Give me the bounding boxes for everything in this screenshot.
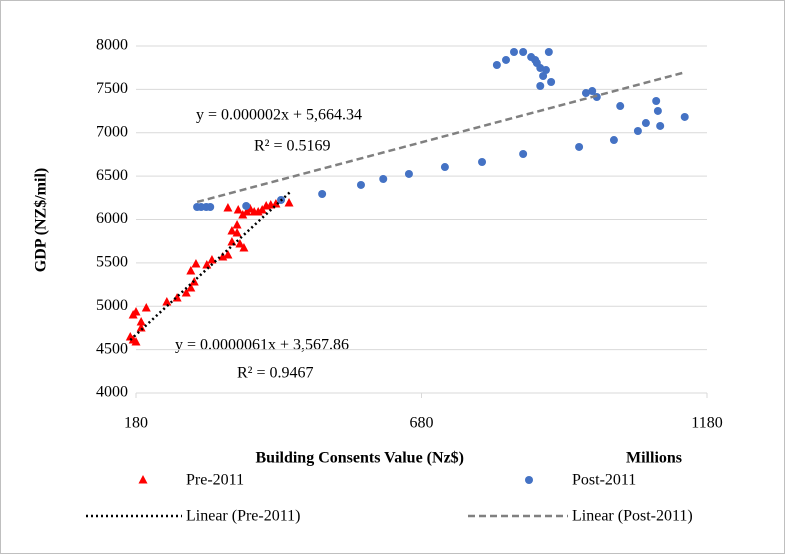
marker-circle [616,102,625,111]
marker-circle [519,150,528,159]
y-tick-label: 5000 [96,297,128,314]
x-axis-label: Building Consents Value (Nz$) [256,450,465,467]
marker-circle [544,47,553,56]
marker-circle [318,189,327,198]
trendline [196,70,687,204]
marker-triangle [162,296,172,306]
annotation: y = 0.000002x + 5,664.34 [196,107,362,124]
marker-triangle [232,219,242,229]
marker-triangle [227,226,237,235]
y-tick-label: 7000 [96,123,128,140]
marker-triangle [284,198,294,207]
annotation: R² = 0.9467 [237,365,314,382]
annotation: y = 0.0000061x + 3,567.86 [175,337,349,354]
marker-triangle [131,306,141,316]
marker-triangle [186,266,196,275]
marker-triangle [191,259,201,268]
marker-circle [536,81,545,90]
marker-circle [356,180,365,189]
marker-circle [641,119,650,128]
marker-triangle [131,336,141,346]
marker-triangle [271,198,281,208]
y-tick-label: 6500 [96,167,128,184]
marker-circle [581,89,590,98]
x-unit-label: Millions [626,450,682,467]
marker-circle [206,203,215,212]
y-tick-label: 7500 [96,80,128,97]
annotation: R² = 0.5169 [254,138,331,155]
marker-circle [609,136,618,145]
marker-triangle [223,202,233,212]
marker-circle [440,163,449,172]
marker-circle [575,142,584,151]
y-tick-label: 4500 [96,340,128,357]
marker-triangle [186,283,196,292]
marker-triangle [233,204,243,214]
marker-triangle [239,242,249,252]
legend-label: Linear (Pre-2011) [186,508,300,525]
x-tick-label: 180 [124,415,148,432]
trendline [129,191,292,341]
marker-triangle [232,228,242,237]
marker-circle [547,78,556,87]
y-tick-label: 4000 [96,384,128,401]
legend-marker [525,476,533,484]
marker-circle [404,169,413,178]
marker-circle [588,87,597,96]
marker-circle [680,112,689,121]
y-tick-label: 6000 [96,210,128,227]
marker-circle [478,157,487,166]
marker-circle [242,201,251,210]
marker-triangle [238,209,248,219]
legend-label: Post-2011 [572,472,636,489]
y-tick-label: 8000 [96,37,128,54]
marker-circle [510,47,519,56]
x-tick-label: 680 [410,415,434,432]
marker-circle [492,60,501,69]
marker-triangle [181,287,191,297]
marker-circle [633,127,642,136]
marker-circle [519,47,528,56]
marker-circle [502,55,511,64]
marker-circle [656,121,665,130]
marker-triangle [235,238,245,248]
y-axis-label: GDP (NZ$/mil) [33,168,50,272]
x-tick-label: 1180 [691,415,722,432]
marker-circle [653,106,662,115]
marker-triangle [207,255,217,264]
marker-circle [379,174,388,183]
marker-circle [652,96,661,105]
legend-marker [138,475,148,484]
legend-label: Linear (Post-2011) [572,508,693,525]
y-tick-label: 5500 [96,254,128,271]
marker-circle [539,72,548,81]
marker-triangle [223,249,233,259]
marker-triangle [141,302,151,312]
marker-triangle [202,259,212,269]
legend-label: Pre-2011 [186,472,244,489]
marker-circle [541,66,550,75]
marker-triangle [136,316,146,326]
